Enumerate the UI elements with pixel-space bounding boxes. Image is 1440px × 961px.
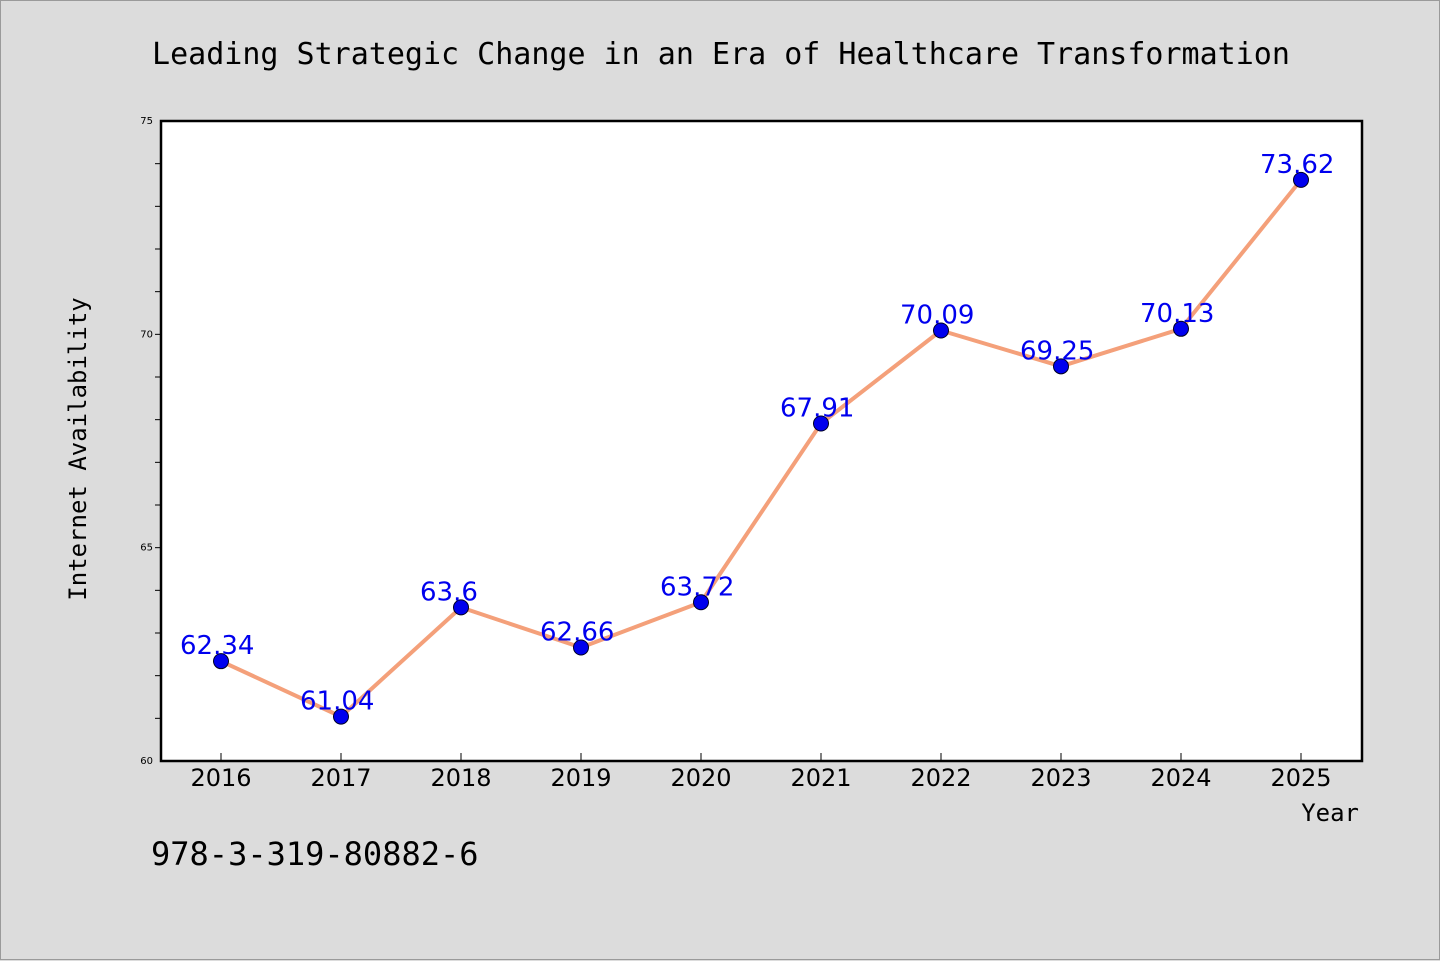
data-point bbox=[693, 594, 709, 611]
data-point bbox=[213, 653, 229, 670]
data-point bbox=[1173, 320, 1189, 337]
series-layer bbox=[213, 171, 1309, 725]
x-tick-label: 2018 bbox=[430, 764, 491, 792]
x-tick-label: 2024 bbox=[1150, 764, 1211, 792]
x-tick-label: 2023 bbox=[1030, 764, 1091, 792]
data-label: 63.6 bbox=[420, 577, 478, 607]
data-label: 70.13 bbox=[1140, 299, 1214, 329]
x-tick-label: 2016 bbox=[190, 764, 251, 792]
y-axis: 60 65 70 75 bbox=[140, 116, 161, 767]
y-tick-label: 60 bbox=[140, 756, 153, 767]
footer-code: 978-3-319-80882-6 bbox=[151, 835, 479, 873]
data-point bbox=[453, 599, 469, 616]
data-point bbox=[333, 708, 349, 725]
y-tick-label: 65 bbox=[140, 543, 153, 554]
data-label-layer: 62.34 61.04 63.6 62.66 63.72 67.91 70.09 69.25 7… bbox=[180, 150, 1334, 717]
data-label: 62.34 bbox=[180, 631, 254, 661]
x-tick-label: 2017 bbox=[310, 764, 371, 792]
x-axis-label: Year bbox=[1301, 799, 1359, 827]
data-point bbox=[1053, 358, 1069, 375]
x-tick-label: 2022 bbox=[910, 764, 971, 792]
data-point bbox=[1293, 171, 1309, 188]
chart-title: Leading Strategic Change in an Era of He… bbox=[152, 37, 1290, 72]
data-label: 61.04 bbox=[300, 687, 374, 717]
y-axis-label: Internet Availability bbox=[64, 297, 92, 600]
data-point bbox=[933, 322, 949, 339]
data-label: 67.91 bbox=[780, 394, 854, 424]
y-tick-label: 70 bbox=[140, 329, 153, 340]
x-tick-label: 2019 bbox=[550, 764, 611, 792]
data-label: 70.09 bbox=[900, 300, 974, 330]
x-tick-label: 2021 bbox=[790, 764, 851, 792]
x-axis: 2016 2017 2018 2019 2020 2021 2022 2023 2024 2025 bbox=[190, 753, 1332, 792]
x-tick-label: 2020 bbox=[670, 764, 731, 792]
y-tick-label: 75 bbox=[140, 116, 153, 127]
x-tick-label: 2025 bbox=[1270, 764, 1331, 792]
data-point bbox=[813, 415, 829, 432]
data-label: 62.66 bbox=[540, 618, 614, 648]
data-label: 63.72 bbox=[660, 572, 734, 602]
data-label: 73.62 bbox=[1260, 150, 1334, 180]
plot-area bbox=[159, 119, 1364, 763]
data-label: 69.25 bbox=[1020, 336, 1094, 366]
data-point bbox=[573, 639, 589, 656]
series-line bbox=[220, 178, 1303, 719]
